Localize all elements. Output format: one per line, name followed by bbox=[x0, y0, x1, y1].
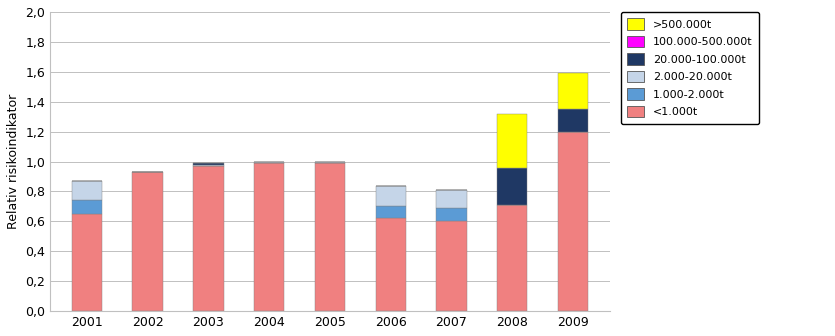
Bar bbox=[315, 162, 345, 163]
Bar bbox=[193, 163, 224, 165]
Bar bbox=[254, 163, 285, 311]
Bar bbox=[497, 205, 528, 311]
Bar bbox=[497, 168, 528, 205]
Bar bbox=[72, 201, 102, 214]
Bar bbox=[376, 218, 406, 311]
Bar bbox=[376, 206, 406, 218]
Bar bbox=[193, 165, 224, 166]
Bar bbox=[558, 132, 589, 311]
Bar bbox=[193, 166, 224, 311]
Bar bbox=[315, 163, 345, 311]
Bar bbox=[437, 208, 467, 221]
Bar bbox=[558, 73, 589, 109]
Bar bbox=[437, 190, 467, 208]
Bar bbox=[437, 221, 467, 311]
Bar bbox=[72, 181, 102, 201]
Y-axis label: Relativ risikoindikator: Relativ risikoindikator bbox=[7, 94, 20, 229]
Bar bbox=[376, 185, 406, 206]
Bar bbox=[254, 162, 285, 163]
Bar bbox=[72, 214, 102, 311]
Legend: >500.000t, 100.000-500.000t, 20.000-100.000t, 2.000-20.000t, 1.000-2.000t, <1.00: >500.000t, 100.000-500.000t, 20.000-100.… bbox=[620, 11, 759, 124]
Bar bbox=[558, 109, 589, 132]
Bar bbox=[497, 114, 528, 168]
Bar bbox=[133, 172, 163, 311]
